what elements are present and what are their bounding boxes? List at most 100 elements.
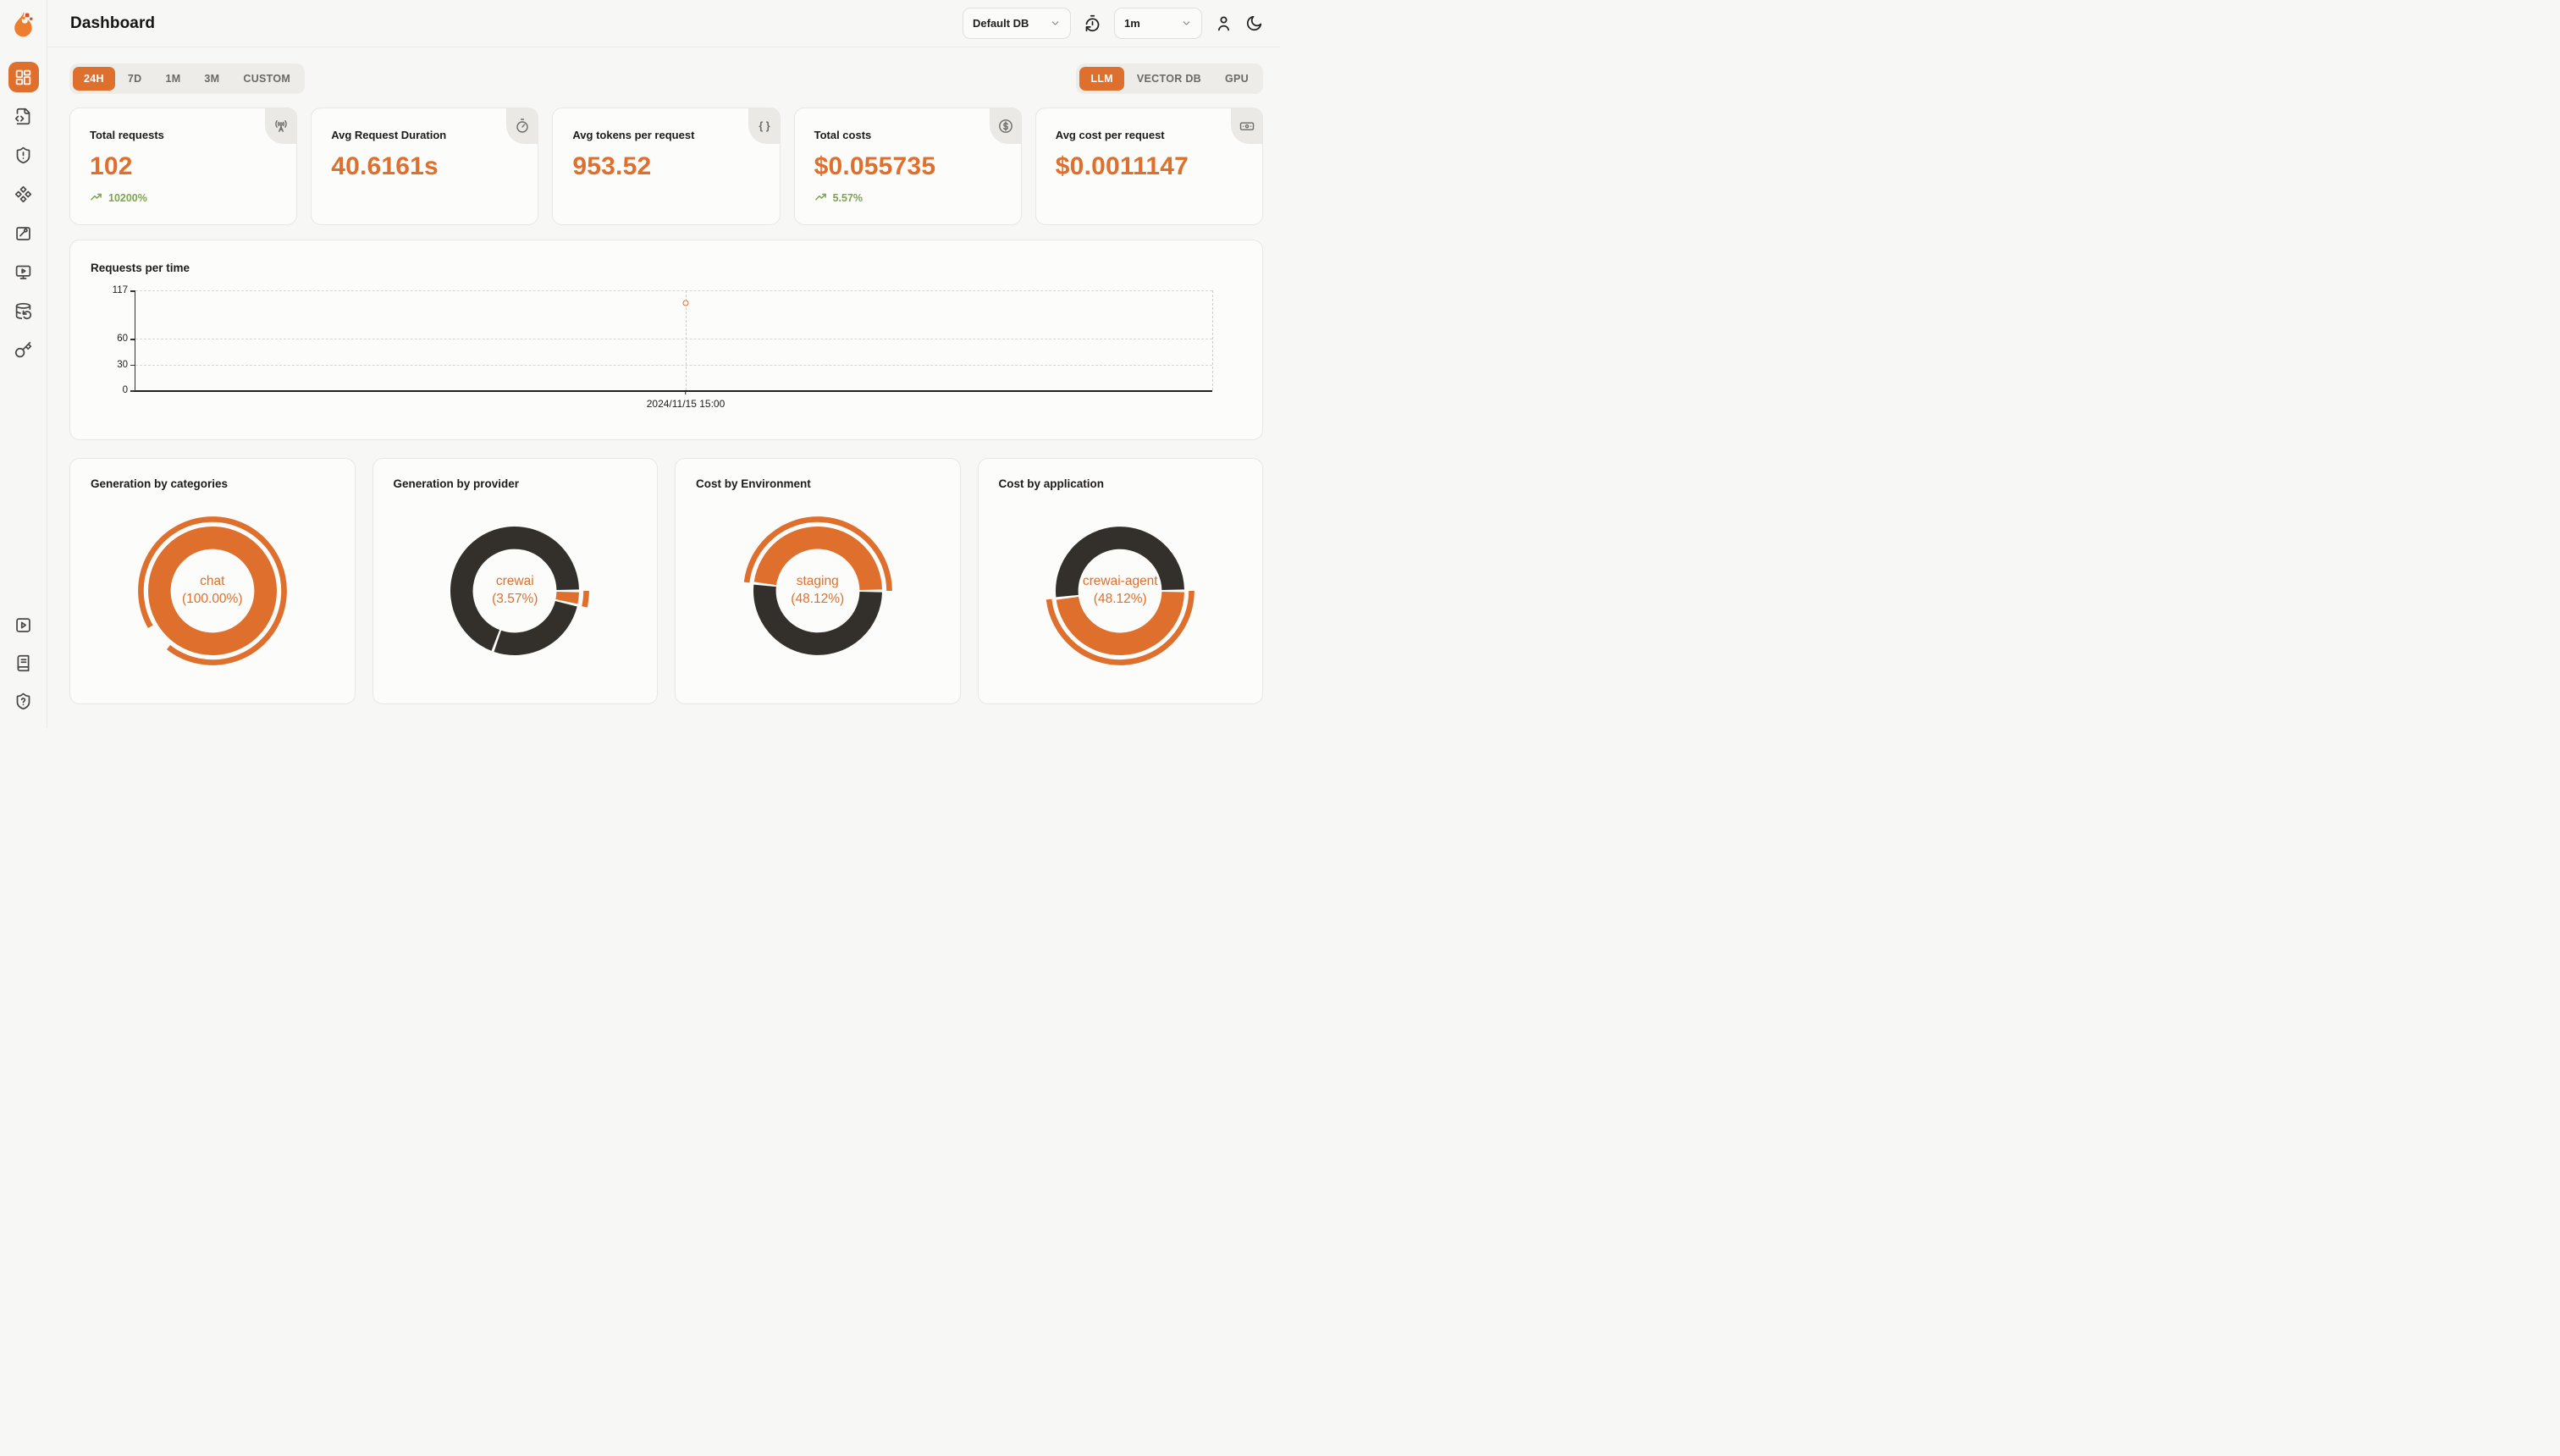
tab-custom[interactable]: CUSTOM <box>232 67 301 91</box>
chevron-down-icon <box>1181 18 1192 29</box>
sidebar-footer <box>8 609 39 716</box>
donut-svg[interactable] <box>737 510 898 671</box>
filter-row: 24H 7D 1M 3M CUSTOM LLM VECTOR DB GPU <box>69 63 1263 94</box>
h-gridline <box>135 290 1212 291</box>
file-code-icon <box>14 108 32 125</box>
pie-segment-staging[interactable] <box>753 526 882 591</box>
user-icon[interactable] <box>1215 14 1233 32</box>
pie-segment-crewai[interactable] <box>555 591 580 604</box>
radio-tower-icon <box>265 108 297 144</box>
database-select[interactable]: Default DB <box>963 8 1071 39</box>
requests-chart-card: Requests per time 0 30 60 117 2024/11/15 15:… <box>69 240 1263 440</box>
header-controls: Default DB 1m <box>963 8 1263 39</box>
stat-card-avg-cost: Avg cost per request $0.0011147 <box>1034 108 1263 225</box>
chevron-down-icon <box>1050 18 1061 29</box>
sidebar-item-docs[interactable] <box>8 648 39 678</box>
stat-value: 102 <box>90 152 133 180</box>
monitor-play-icon <box>14 263 32 281</box>
pie-segment[interactable] <box>753 584 882 655</box>
donut-chart-application: crewai-agent (48.12%) <box>1040 510 1200 671</box>
stat-card-total-costs: Total costs $0.055735 5.57% <box>793 108 1022 225</box>
pie-segment-crewai-agent[interactable] <box>1056 591 1185 656</box>
sidebar-item-dashboard[interactable] <box>8 62 39 92</box>
chart-title: Requests per time <box>91 262 190 274</box>
donut-title: Generation by provider <box>393 477 520 490</box>
tab-gpu[interactable]: GPU <box>1214 67 1260 91</box>
tab-vector-db[interactable]: VECTOR DB <box>1126 67 1212 91</box>
app-logo-flame-icon[interactable] <box>10 9 37 40</box>
stat-trend: 5.57% <box>814 191 1002 204</box>
database-backup-icon <box>14 302 32 320</box>
interval-select[interactable]: 1m <box>1114 8 1202 39</box>
stat-cards-row: Total requests 102 10200% <box>69 108 1263 225</box>
stat-label: Avg Request Duration <box>331 129 447 141</box>
pie-segment[interactable] <box>1056 527 1185 598</box>
sidebar-item-playground[interactable] <box>8 256 39 287</box>
stat-card-avg-tokens: { } Avg tokens per request 953.52 <box>552 108 781 225</box>
sidebar-item-evaluations[interactable] <box>8 218 39 248</box>
shield-question-icon <box>14 692 32 710</box>
sidebar-item-integrations[interactable] <box>8 179 39 209</box>
pie-segment[interactable] <box>494 600 577 655</box>
shield-alert-icon <box>14 146 32 164</box>
moon-icon[interactable] <box>1245 14 1263 32</box>
h-gridline <box>135 364 1212 366</box>
sidebar-item-requests[interactable] <box>8 101 39 131</box>
stat-label: Avg cost per request <box>1055 129 1165 141</box>
book-icon <box>14 654 32 672</box>
page-title: Dashboard <box>70 14 156 32</box>
trend-value: 10200% <box>108 191 147 204</box>
donut-cards-row: Generation by categories chat (100.00%) … <box>69 458 1263 704</box>
tab-24h[interactable]: 24H <box>73 67 115 91</box>
dashboard-content: 24H 7D 1M 3M CUSTOM LLM VECTOR DB GPU <box>47 47 1280 728</box>
timer-reset-icon[interactable] <box>1084 14 1101 32</box>
v-gridline <box>1212 290 1213 390</box>
sidebar <box>0 0 47 728</box>
sidebar-nav <box>8 62 39 365</box>
donut-card-provider: Generation by provider crewai (3.57%) <box>372 458 658 704</box>
pie-segment[interactable] <box>450 527 580 651</box>
donut-title: Generation by categories <box>91 477 229 490</box>
donut-svg[interactable] <box>1040 510 1200 671</box>
stopwatch-icon <box>506 108 538 144</box>
stat-value: $0.055735 <box>814 152 936 180</box>
tab-llm[interactable]: LLM <box>1079 67 1124 91</box>
pie-highlight-arc[interactable] <box>582 590 590 608</box>
sidebar-item-datasets[interactable] <box>8 295 39 326</box>
components-diamonds-icon <box>14 185 32 203</box>
mode-tabs: LLM VECTOR DB GPU <box>1076 63 1263 94</box>
line-plot-area[interactable]: 0 30 60 117 2024/11/15 15:00 <box>113 285 1213 410</box>
tab-1m[interactable]: 1M <box>154 67 191 91</box>
stat-card-avg-duration: Avg Request Duration 40.6161s <box>311 108 539 225</box>
sidebar-item-help[interactable] <box>8 686 39 716</box>
evaluation-icon <box>14 224 32 242</box>
pie-highlight-arc[interactable] <box>137 516 287 665</box>
trending-up-icon <box>90 191 102 204</box>
pie-segment-chat[interactable] <box>147 527 277 655</box>
header: Dashboard Default DB 1m <box>47 0 1280 47</box>
pie-highlight-arc[interactable] <box>743 516 892 592</box>
y-axis-tick-mark <box>130 339 135 340</box>
donut-svg[interactable] <box>132 510 293 671</box>
sidebar-item-security[interactable] <box>8 140 39 170</box>
banknote-icon <box>1231 108 1262 144</box>
donut-svg[interactable] <box>434 510 595 671</box>
donut-card-environment: Cost by Environment staging (48.12%) <box>675 458 961 704</box>
stat-label: Avg tokens per request <box>572 129 695 141</box>
data-point[interactable] <box>682 300 689 306</box>
sidebar-item-api-keys[interactable] <box>8 334 39 365</box>
pie-highlight-arc[interactable] <box>1046 590 1195 665</box>
tab-3m[interactable]: 3M <box>193 67 230 91</box>
donut-title: Cost by Environment <box>696 477 811 490</box>
stat-value: 953.52 <box>572 152 652 180</box>
sidebar-item-tutorials[interactable] <box>8 609 39 640</box>
y-axis-tick-label: 117 <box>112 285 128 295</box>
donut-chart-categories: chat (100.00%) <box>132 510 293 671</box>
donut-card-categories: Generation by categories chat (100.00%) <box>69 458 356 704</box>
v-gridline <box>685 290 687 390</box>
square-play-icon <box>14 616 32 634</box>
stat-label: Total requests <box>90 129 164 141</box>
donut-title: Cost by application <box>998 477 1105 490</box>
key-icon <box>14 341 32 359</box>
tab-7d[interactable]: 7D <box>117 67 153 91</box>
